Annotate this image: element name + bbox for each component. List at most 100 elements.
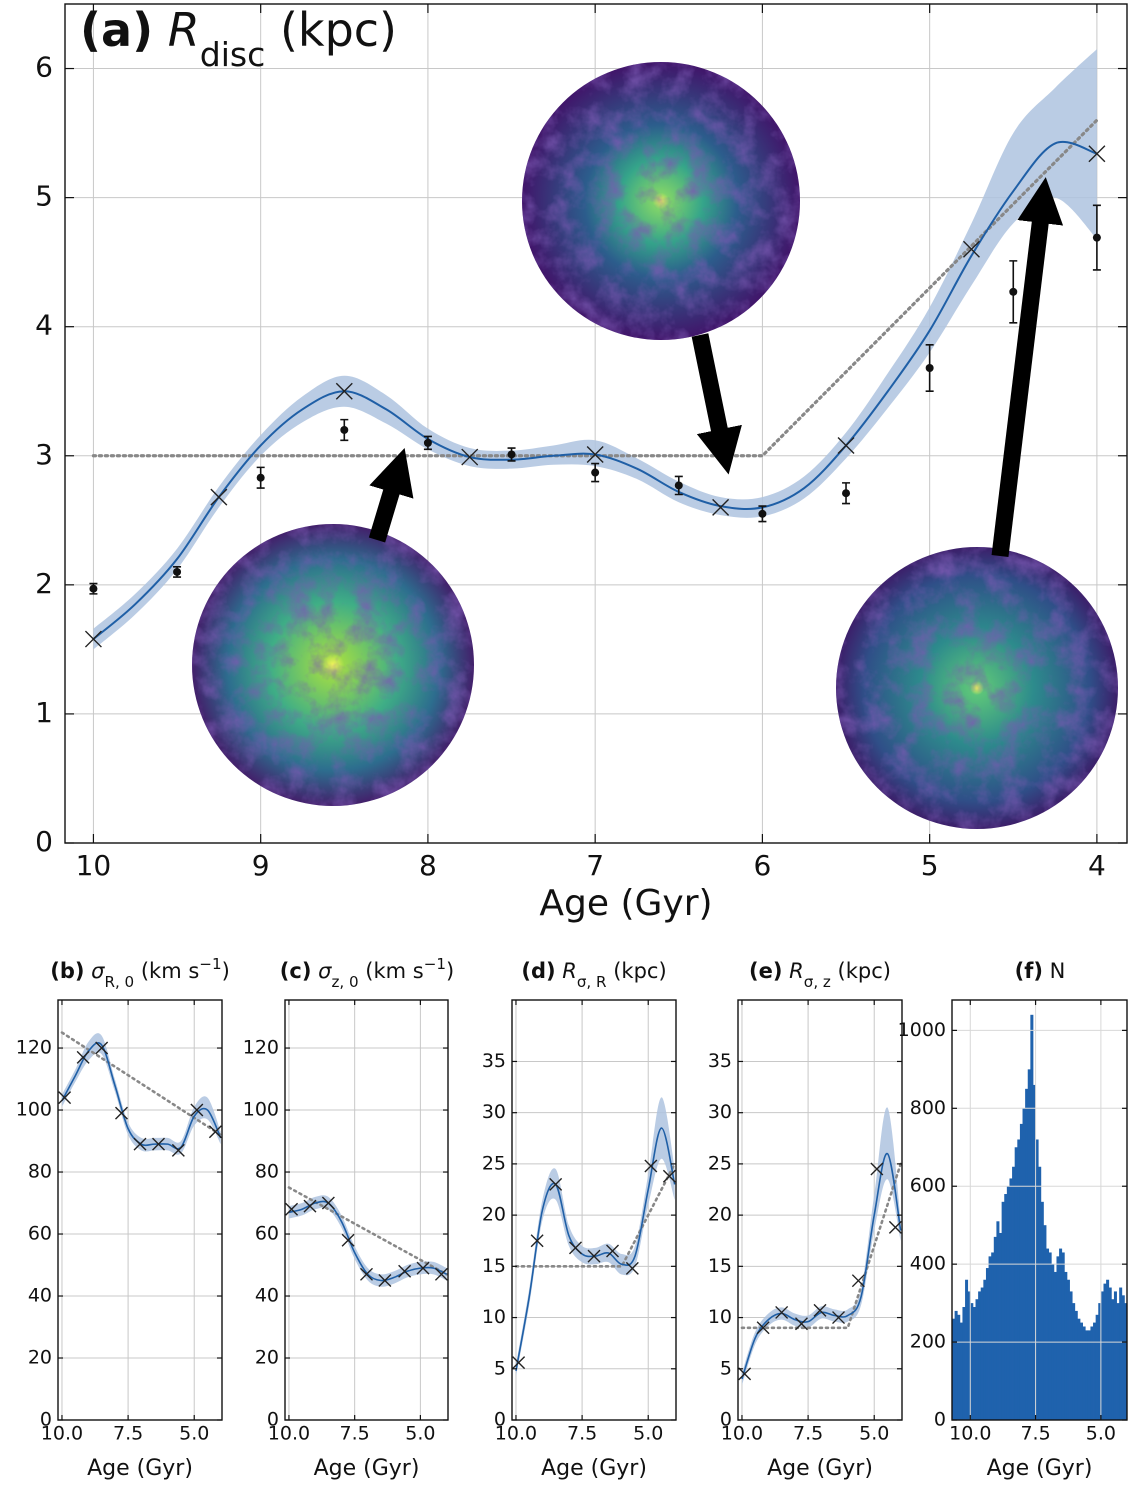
histogram-bar [1035,1139,1039,1420]
knot-marker [662,1169,676,1183]
x-tick-label: 7.5 [1020,1423,1050,1445]
histogram-bar [1100,1291,1104,1420]
panel: 0 5 10 15 20 25 30 35 10.0 7.5 5.0 (d) Rσ, R (kpc) A… [482,959,677,1481]
measurement-point [256,473,265,482]
x-tick-label: 10.0 [949,1423,991,1445]
histogram-bar [1038,1166,1042,1420]
title-part: (c) [280,959,312,983]
fit-line [92,140,1098,640]
knot-marker [360,1267,373,1281]
title-part: ) [446,959,454,983]
x-tick-label: 5.0 [633,1423,663,1445]
title-part: σ [84,959,105,983]
knot-marker [712,498,730,516]
histogram-bar [1072,1303,1076,1420]
knot-marker [1088,145,1106,163]
x-tick-label: 10.0 [721,1423,763,1445]
histogram-bar [1009,1178,1013,1420]
galaxy-texture [192,524,474,806]
fit-line [288,1200,448,1282]
histogram-bar [1014,1147,1018,1420]
histogram-bar [1095,1314,1099,1420]
x-axis-label: Age (Gyr) [987,1456,1093,1481]
y-tick-label: 0 [720,1409,732,1431]
trend-line [514,1162,676,1268]
histogram-bar [1106,1279,1110,1420]
panel: 0 5 10 15 20 25 30 35 10.0 7.5 5.0 (e) Rσ, z (kpc) A… [708,959,903,1481]
y-tick-label: 5 [720,1357,732,1379]
title-part: (km s [359,959,424,983]
y-tick-label: 0 [40,1409,52,1431]
knot-marker [587,1249,601,1263]
histogram-bar [1048,1252,1052,1420]
trend-line [740,1162,902,1330]
knot-marker [58,1091,72,1105]
panel: 0 200 400 600 800 1000 10.0 7.5 5.0 (f) N Age (Gyr… [898,959,1128,1481]
histogram-bar [1061,1252,1065,1420]
title-part: disc [200,35,266,74]
knot-marker [84,630,102,648]
confidence-band [741,1107,901,1386]
y-tick-label: 1000 [898,1019,946,1041]
axes-frame [511,999,677,1421]
histogram-bar [1116,1303,1120,1420]
title-part: N [1043,959,1065,983]
histogram-bar [1079,1322,1083,1420]
measurement-point [842,489,851,498]
y-tick-label: 0 [267,1409,279,1431]
histogram-bar [1124,1303,1128,1420]
measurement-point [507,450,516,459]
histogram-bar [985,1268,989,1420]
grid-top [952,1000,1127,1421]
x-tick-label: 7.5 [340,1423,370,1445]
knot-marker [813,1303,827,1317]
y-tick-label: 100 [243,1099,279,1121]
panel-title: (b) σR, 0 (km s−1) [50,955,230,991]
knot-marker [210,488,228,506]
x-tick-label: 10.0 [495,1423,537,1445]
x-axis-label: Age (Gyr) [87,1456,193,1481]
axes-frame [951,999,1128,1421]
knot-marker [549,1177,563,1191]
histogram-bar [1019,1123,1023,1420]
y-tick-label: 25 [708,1152,732,1174]
x-tick-label: 5.0 [405,1423,435,1445]
knot-marker [568,1241,582,1255]
measurement-point [340,425,349,434]
confidence-band [61,1033,221,1155]
arrow [368,447,414,543]
histogram-bar [965,1279,969,1420]
knot-marker [335,382,353,400]
knot-marker [644,1159,658,1173]
knot-marker [606,1244,620,1258]
histogram-bar [996,1221,1000,1420]
x-tick-label: 5.0 [859,1423,889,1445]
y-tick-label: 60 [255,1223,279,1245]
galaxy-texture [522,62,800,340]
x-axis-label: Age (Gyr) [539,883,712,924]
histogram-bar [954,1310,958,1420]
x-tick-label: 7.5 [793,1423,823,1445]
histogram-bar [1066,1279,1070,1420]
y-tick-label: 10 [482,1306,506,1328]
x-axis-label: Age (Gyr) [767,1456,873,1481]
knot-marker [962,240,980,258]
histogram-bar [988,1256,992,1420]
y-tick-label: 40 [28,1285,52,1307]
measurement-point [89,584,98,593]
y-tick-label: 20 [482,1204,506,1226]
x-tick-label: 5.0 [179,1423,209,1445]
axes-frame [284,999,449,1421]
measurement-point [423,438,432,447]
x-tick-label: 6 [753,849,771,882]
title-part: (b) [50,959,84,983]
x-tick-label: 10.0 [268,1423,310,1445]
measurement-point [173,567,182,576]
y-tick-label: 60 [28,1223,52,1245]
y-tick-label: 100 [16,1099,52,1121]
x-tick-label: 10.0 [41,1423,83,1445]
knot-marker [738,1367,752,1381]
y-tick-label: 30 [708,1101,732,1123]
knot-marker [512,1356,526,1370]
